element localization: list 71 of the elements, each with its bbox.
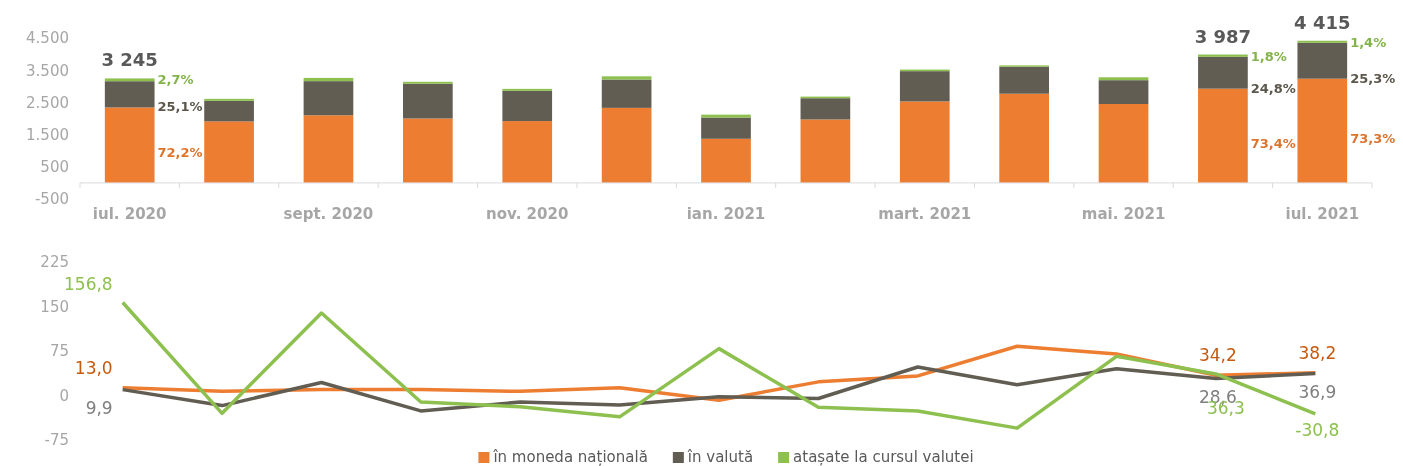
x-tick-label: sept. 2020 — [283, 205, 374, 223]
annotation: 24,8% — [1250, 80, 1296, 96]
bar — [1297, 42, 1348, 79]
y-tick-label: 2.500 — [26, 93, 69, 112]
annotation: 1,4% — [1350, 34, 1387, 50]
x-tick-label: mai. 2021 — [1081, 205, 1166, 223]
data-label: -30,8 — [1295, 419, 1340, 440]
bar — [800, 98, 851, 120]
bar — [502, 121, 553, 183]
legend-label: atașate la cursul valutei — [793, 448, 974, 466]
y-tick-label: -500 — [34, 190, 69, 209]
y-tick-label: 75 — [49, 342, 69, 361]
data-label: 13,0 — [74, 357, 113, 378]
data-label: 38,2 — [1298, 342, 1337, 363]
bar — [601, 79, 652, 108]
y-tick-label: -75 — [44, 431, 69, 450]
bar — [502, 90, 553, 122]
bar — [701, 138, 751, 183]
total-label: 4 415 — [1294, 11, 1351, 33]
bar — [1098, 80, 1149, 105]
annotation: 73,4% — [1250, 135, 1296, 151]
legend-label: în valută — [686, 448, 754, 466]
data-label: 36,9 — [1298, 381, 1337, 402]
bar — [303, 115, 354, 183]
y-tick-label: 0 — [59, 386, 69, 405]
bar — [303, 81, 354, 116]
bar — [104, 81, 155, 108]
bar — [403, 83, 453, 119]
bar — [999, 93, 1049, 183]
y-tick-label: 150 — [40, 297, 69, 316]
legend-label: în moneda națională — [492, 448, 648, 466]
bar — [1098, 77, 1149, 81]
bar — [403, 118, 453, 183]
bar — [104, 107, 155, 183]
bar — [1198, 88, 1248, 183]
y-tick-label: 225 — [40, 253, 69, 272]
bar — [1297, 78, 1348, 183]
bar — [104, 78, 155, 82]
total-label: 3 987 — [1194, 25, 1252, 47]
bar — [701, 114, 751, 118]
annotation: 73,3% — [1350, 130, 1396, 146]
bar — [899, 71, 950, 102]
bar — [1198, 56, 1248, 89]
annotation: 25,1% — [157, 99, 203, 115]
bar — [999, 66, 1049, 94]
bar — [800, 119, 851, 183]
x-tick-label: iul. 2021 — [1285, 205, 1360, 223]
bar — [701, 117, 751, 139]
total-label: 3 245 — [101, 49, 158, 71]
data-label: 9,9 — [85, 397, 113, 418]
annotation: 2,7% — [157, 72, 194, 88]
bar — [303, 77, 354, 82]
y-tick-label: 4.500 — [26, 29, 69, 48]
y-tick-label: 3.500 — [26, 61, 69, 80]
annotation: 72,2% — [157, 145, 203, 161]
bar — [899, 101, 950, 183]
annotation: 25,3% — [1350, 70, 1396, 86]
x-tick-label: mart. 2021 — [878, 205, 972, 223]
bar — [601, 107, 652, 183]
x-tick-label: iul. 2020 — [92, 205, 167, 223]
bar — [204, 100, 254, 122]
y-tick-label: 500 — [40, 158, 69, 177]
data-label: 34,2 — [1198, 345, 1237, 366]
bar — [1098, 104, 1149, 183]
bar — [601, 76, 652, 80]
x-tick-label: ian. 2021 — [686, 205, 766, 223]
bar — [204, 121, 254, 183]
annotation: 1,8% — [1250, 48, 1287, 64]
y-tick-label: 1.500 — [26, 125, 69, 144]
data-label: 156,8 — [64, 274, 113, 295]
x-tick-label: nov. 2020 — [486, 205, 569, 223]
